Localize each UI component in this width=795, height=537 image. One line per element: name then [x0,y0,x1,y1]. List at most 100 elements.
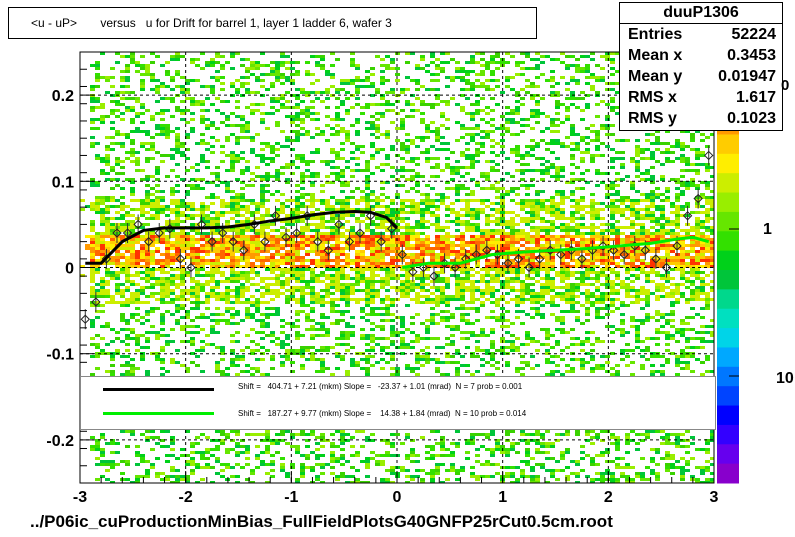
heatmap-cell [220,469,225,472]
heatmap-cell [370,259,375,262]
heatmap-cell [450,442,455,445]
heatmap-cell [120,460,125,463]
heatmap-cell [355,268,360,271]
heatmap-cell [150,175,155,178]
heatmap-cell [460,88,465,91]
heatmap-cell [355,202,360,205]
heatmap-cell [250,352,255,355]
heatmap-cell [340,172,345,175]
heatmap-cell [180,475,185,478]
heatmap-cell [400,232,405,235]
heatmap-cell [345,97,350,100]
heatmap-cell [475,478,480,481]
heatmap-cell [240,124,245,127]
heatmap-cell [355,430,360,433]
heatmap-cell [190,286,195,289]
heatmap-cell [295,331,300,334]
heatmap-cell [230,199,235,202]
heatmap-cell [325,277,330,280]
heatmap-cell [190,223,195,226]
heatmap-cell [260,205,265,208]
heatmap-cell [195,286,200,289]
heatmap-cell [195,253,200,256]
heatmap-cell [380,181,385,184]
heatmap-cell [350,475,355,478]
heatmap-cell [370,451,375,454]
heatmap-cell [175,142,180,145]
heatmap-cell [150,283,155,286]
heatmap-cell [300,259,305,262]
heatmap-cell [200,301,205,304]
heatmap-cell [275,73,280,76]
heatmap-cell [385,64,390,67]
heatmap-cell [330,292,335,295]
heatmap-cell [415,208,420,211]
heatmap-cell [90,229,95,232]
heatmap-cell [320,199,325,202]
heatmap-cell [260,280,265,283]
heatmap-cell [300,178,305,181]
heatmap-cell [330,226,335,229]
heatmap-cell [360,289,365,292]
heatmap-cell [290,361,295,364]
heatmap-cell [400,148,405,151]
heatmap-cell [175,52,180,55]
heatmap-cell [315,64,320,67]
heatmap-cell [190,289,195,292]
heatmap-cell [170,235,175,238]
heatmap-cell [495,55,500,58]
heatmap-cell [455,199,460,202]
heatmap-cell [335,367,340,370]
heatmap-cell [100,232,105,235]
heatmap-cell [480,433,485,436]
heatmap-cell [465,274,470,277]
heatmap-cell [130,199,135,202]
heatmap-cell [480,241,485,244]
heatmap-cell [330,301,335,304]
heatmap-cell [415,202,420,205]
heatmap-cell [420,58,425,61]
heatmap-cell [130,373,135,376]
heatmap-cell [270,73,275,76]
heatmap-cell [455,184,460,187]
heatmap-cell [440,241,445,244]
heatmap-cell [170,466,175,469]
heatmap-cell [445,241,450,244]
heatmap-cell [250,220,255,223]
heatmap-cell [245,301,250,304]
heatmap-cell [345,370,350,373]
heatmap-cell [250,268,255,271]
heatmap-cell [485,121,490,124]
heatmap-cell [480,64,485,67]
heatmap-cell [375,88,380,91]
heatmap-cell [445,166,450,169]
heatmap-cell [120,430,125,433]
heatmap-cell [235,142,240,145]
heatmap-cell [245,451,250,454]
heatmap-cell [460,166,465,169]
heatmap-cell [160,328,165,331]
heatmap-cell [140,145,145,148]
heatmap-cell [420,289,425,292]
heatmap-cell [235,157,240,160]
heatmap-cell [290,199,295,202]
heatmap-cell [445,235,450,238]
heatmap-cell [105,280,110,283]
heatmap-cell [220,346,225,349]
heatmap-cell [285,115,290,118]
heatmap-cell [140,211,145,214]
heatmap-cell [355,253,360,256]
heatmap-cell [450,361,455,364]
heatmap-cell [490,430,495,433]
heatmap-cell [125,67,130,70]
heatmap-cell [465,199,470,202]
heatmap-cell [390,268,395,271]
heatmap-cell [265,211,270,214]
heatmap-cell [420,280,425,283]
heatmap-cell [170,55,175,58]
heatmap-cell [350,466,355,469]
heatmap-cell [300,244,305,247]
heatmap-cell [115,109,120,112]
heatmap-cell [120,85,125,88]
heatmap-cell [460,316,465,319]
